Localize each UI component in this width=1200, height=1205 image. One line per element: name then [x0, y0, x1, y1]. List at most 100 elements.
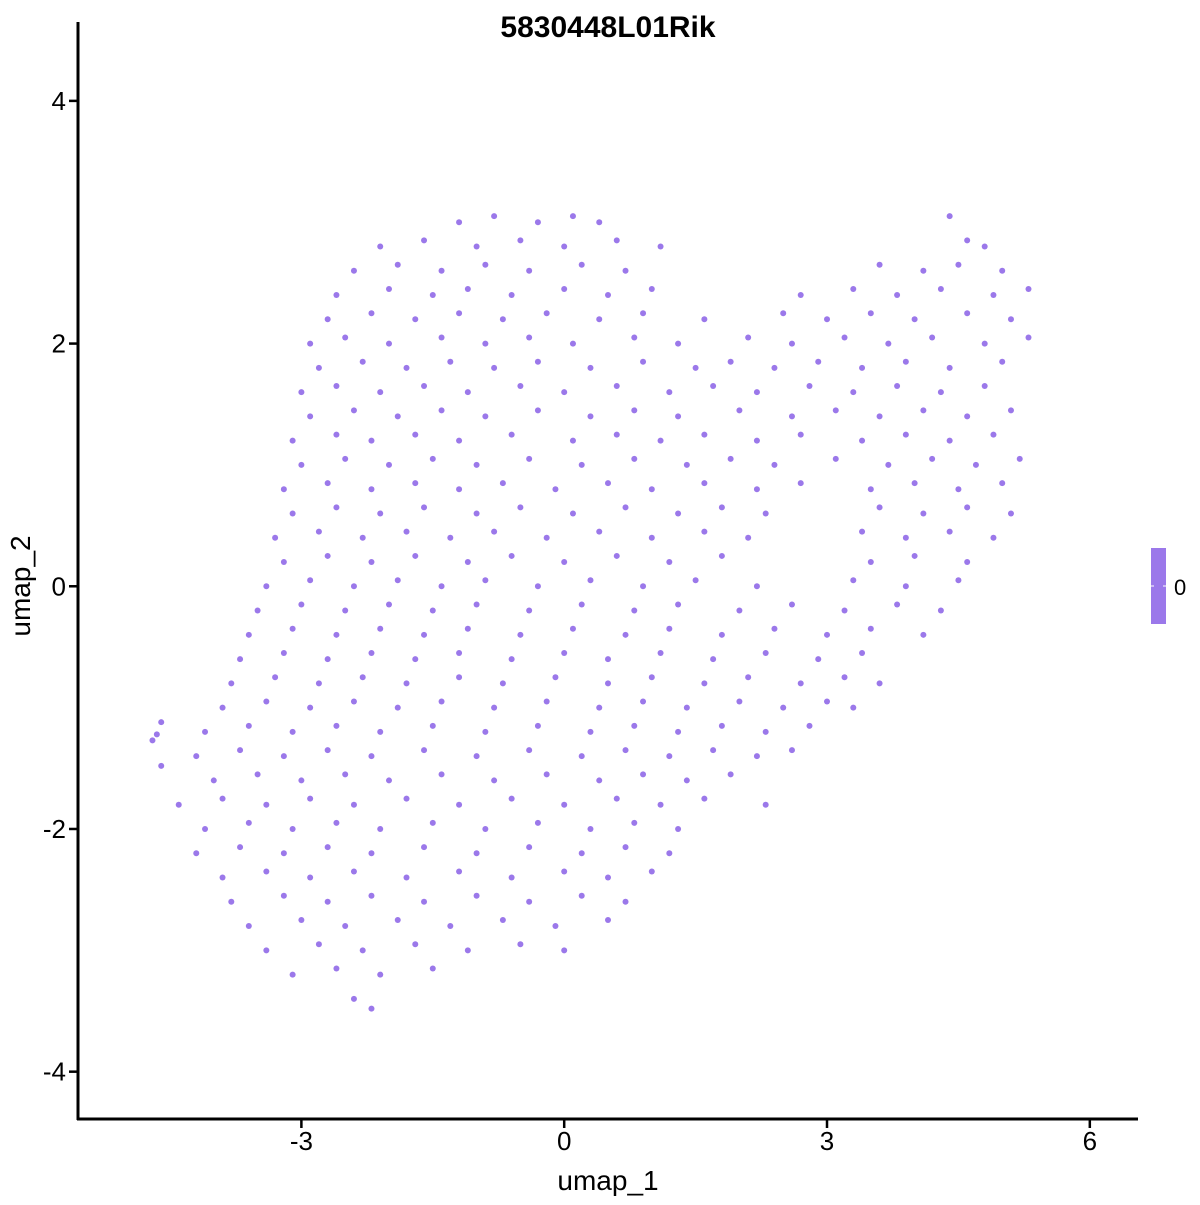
- data-point: [289, 437, 296, 444]
- data-point: [368, 753, 375, 760]
- data-point: [517, 504, 524, 511]
- data-point: [421, 898, 428, 905]
- data-point: [727, 455, 734, 462]
- data-point: [1007, 407, 1014, 414]
- data-point: [955, 486, 962, 493]
- data-point: [675, 510, 682, 517]
- data-point: [631, 819, 638, 826]
- data-point: [429, 722, 436, 729]
- y-axis-label: umap_2: [5, 535, 36, 636]
- data-point: [421, 237, 428, 244]
- data-point: [815, 656, 822, 663]
- data-point: [491, 528, 498, 535]
- data-point: [911, 316, 918, 323]
- data-point: [859, 437, 866, 444]
- data-point: [438, 407, 445, 414]
- x-tick-label: 0: [557, 1126, 571, 1156]
- data-point: [1007, 510, 1014, 517]
- data-point: [508, 431, 515, 438]
- data-point: [710, 747, 717, 754]
- data-point: [710, 656, 717, 663]
- data-point: [622, 631, 629, 638]
- data-point: [219, 874, 226, 881]
- data-point: [613, 383, 620, 390]
- data-point: [333, 504, 340, 511]
- data-point: [403, 364, 410, 371]
- data-point: [534, 819, 541, 826]
- data-point: [482, 825, 489, 832]
- data-point: [929, 455, 936, 462]
- data-point: [438, 698, 445, 705]
- data-point: [631, 455, 638, 462]
- data-point: [788, 340, 795, 347]
- data-point: [797, 292, 804, 299]
- data-point: [596, 777, 603, 784]
- data-point: [902, 534, 909, 541]
- data-point: [596, 316, 603, 323]
- data-point: [552, 923, 559, 930]
- data-point: [648, 534, 655, 541]
- data-point: [385, 601, 392, 608]
- data-point: [701, 431, 708, 438]
- y-axis-ticks: -4 -2 0 2 4: [43, 86, 78, 1087]
- data-point: [394, 916, 401, 923]
- data-point: [596, 528, 603, 535]
- data-point: [990, 292, 997, 299]
- data-point: [219, 704, 226, 711]
- data-point: [771, 364, 778, 371]
- data-point: [149, 737, 156, 744]
- data-point: [324, 316, 331, 323]
- data-point: [648, 486, 655, 493]
- data-point: [824, 631, 831, 638]
- y-tick-label: 4: [52, 86, 66, 116]
- data-point: [894, 383, 901, 390]
- data-point: [447, 923, 454, 930]
- data-point: [254, 607, 261, 614]
- data-point: [421, 504, 428, 511]
- data-point: [438, 334, 445, 341]
- data-point: [464, 947, 471, 954]
- data-point: [202, 728, 209, 735]
- data-point: [403, 795, 410, 802]
- data-point: [578, 753, 585, 760]
- data-point: [298, 461, 305, 468]
- data-point: [228, 680, 235, 687]
- data-point: [473, 461, 480, 468]
- data-point: [333, 631, 340, 638]
- data-point: [692, 577, 699, 584]
- data-point: [333, 722, 340, 729]
- data-point: [499, 480, 506, 487]
- data-point: [683, 777, 690, 784]
- data-point: [307, 795, 314, 802]
- data-point: [289, 825, 296, 832]
- data-point: [342, 455, 349, 462]
- data-point: [219, 795, 226, 802]
- data-point: [324, 552, 331, 559]
- data-point: [438, 771, 445, 778]
- data-point: [561, 947, 568, 954]
- data-point: [946, 213, 953, 220]
- data-point: [850, 704, 857, 711]
- data-point: [482, 340, 489, 347]
- data-point: [350, 801, 357, 808]
- data-point: [727, 771, 734, 778]
- data-point: [569, 213, 576, 220]
- data-point: [631, 722, 638, 729]
- data-point: [753, 437, 760, 444]
- data-point: [377, 825, 384, 832]
- data-point: [762, 728, 769, 735]
- data-point: [657, 650, 664, 657]
- data-point: [885, 461, 892, 468]
- data-point: [999, 358, 1006, 365]
- data-point: [464, 559, 471, 566]
- data-point: [385, 285, 392, 292]
- data-point: [280, 559, 287, 566]
- data-point: [578, 850, 585, 857]
- data-point: [202, 825, 209, 832]
- data-point: [771, 625, 778, 632]
- data-point: [569, 510, 576, 517]
- x-axis-ticks: -3 0 3 6: [290, 1119, 1097, 1156]
- data-point: [482, 261, 489, 268]
- data-point: [780, 310, 787, 317]
- data-point: [859, 650, 866, 657]
